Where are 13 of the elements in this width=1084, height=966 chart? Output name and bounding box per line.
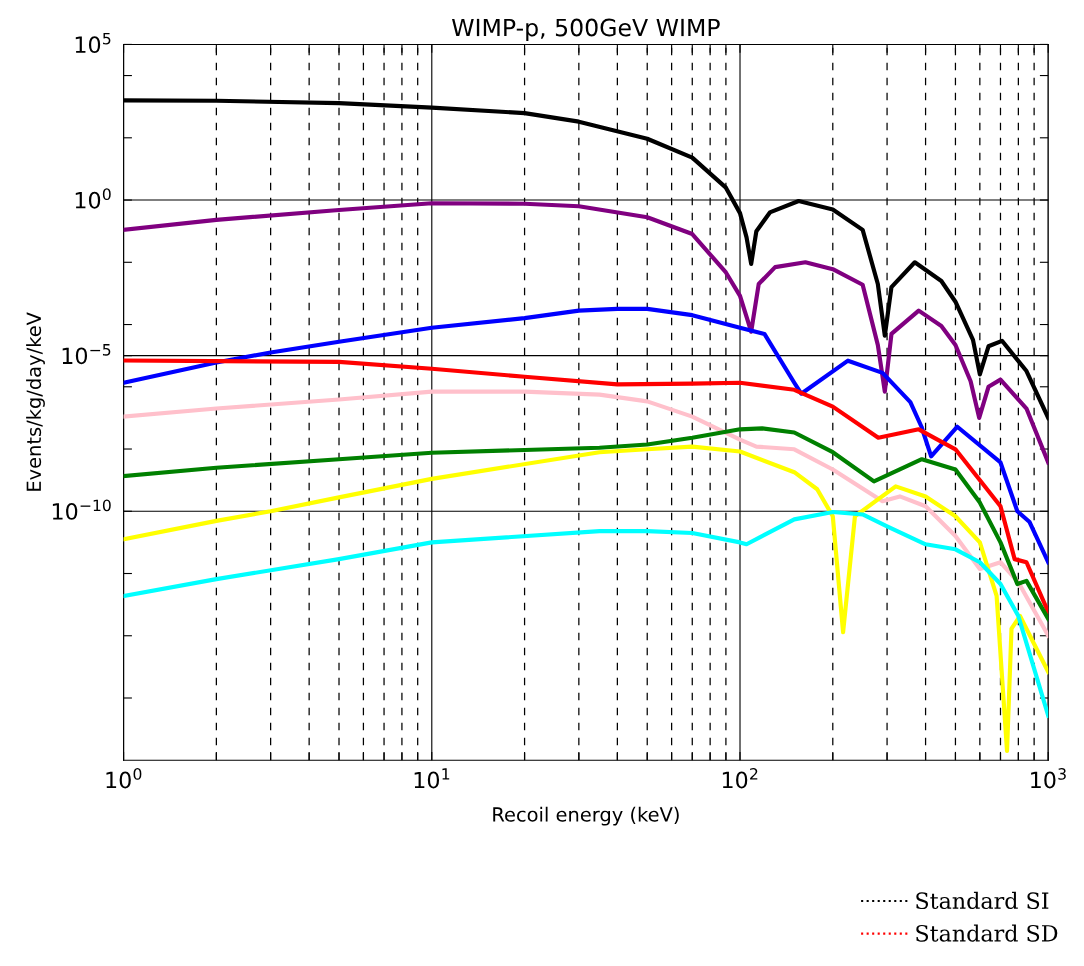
y-tick-label: 10$^{−10}$: [52, 499, 111, 520]
y-tick-label: 10$^{−5}$: [62, 344, 111, 365]
y-axis-title: Events/kg/day/keV: [26, 312, 45, 491]
y-tick-label: 10$^{0}$: [75, 188, 111, 209]
chart-title: WIMP-p, 500GeV WIMP: [452, 18, 720, 42]
legend-label: Standard SD: [916, 924, 1058, 942]
x-tick-label: 10$^{2}$: [722, 768, 758, 789]
legend-label: Standard SI: [916, 891, 1049, 910]
x-tick-label: 10$^{0}$: [106, 768, 142, 789]
x-tick-label: 10$^{1}$: [414, 768, 450, 789]
x-axis-title: Recoil energy (keV): [493, 806, 679, 826]
x-tick-label: 10$^{3}$: [1031, 768, 1066, 789]
y-tick-label: 10$^{5}$: [75, 32, 111, 54]
